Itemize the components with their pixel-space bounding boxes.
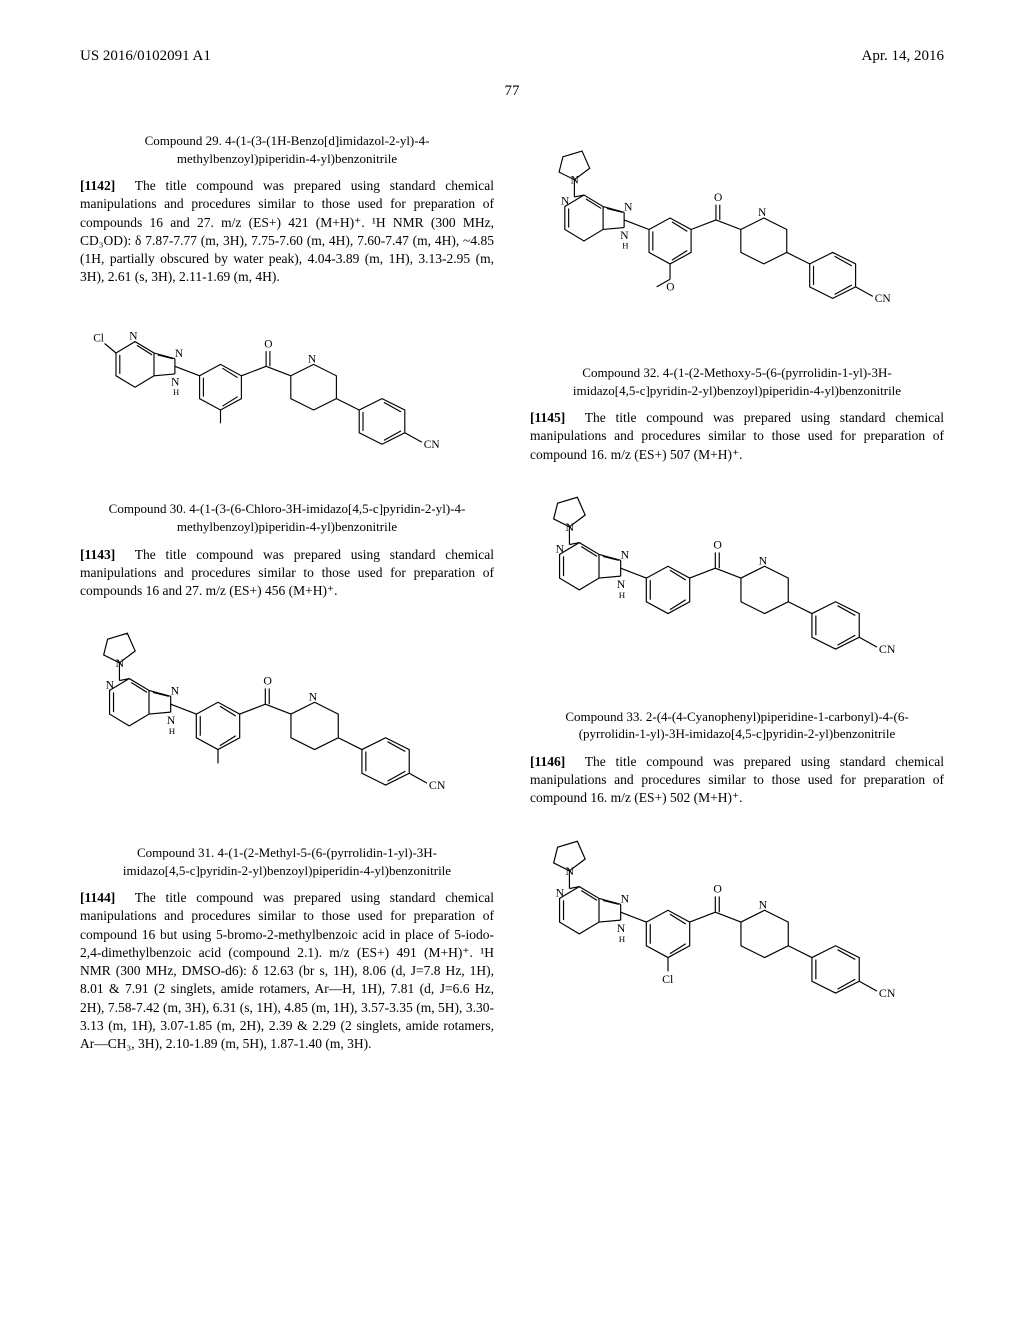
compound-32-text: The title compound was prepared using st… — [530, 410, 944, 461]
n-label: N — [759, 897, 768, 911]
compound-30-structure: Cl N N N H O N CN — [80, 296, 494, 486]
cn-label: CN — [424, 439, 440, 451]
n-label: N — [171, 684, 180, 698]
n-label: N — [621, 547, 630, 561]
h-label: H — [622, 241, 628, 251]
o-label: O — [264, 339, 272, 351]
patent-date: Apr. 14, 2016 — [862, 48, 945, 65]
n-label: N — [565, 520, 574, 534]
compound-30-paragraph: [1143] The title compound was prepared u… — [80, 546, 494, 601]
compound-30-text: The title compound was prepared using st… — [80, 547, 494, 598]
compound-33-structure: N N N N H O N CN — [530, 474, 944, 694]
right-column: N N N N H O O N CN Compound 32. 4-(1-(2-… — [530, 122, 944, 1063]
h-label: H — [619, 933, 626, 943]
compound-30-title: Compound 30. 4-(1-(3-(6-Chloro-3H-imidaz… — [107, 500, 467, 535]
compound-32-structure: N N N N H O O N CN — [530, 130, 944, 350]
compound-29-title: Compound 29. 4-(1-(3-(1H-Benzo[d]imidazo… — [107, 132, 467, 167]
compound-33-paragraph: [1146] The title compound was prepared u… — [530, 753, 944, 808]
o-label: O — [666, 282, 674, 294]
h-label: H — [173, 387, 179, 397]
compound-32-title: Compound 32. 4-(1-(2-Methoxy-5-(6-(pyrro… — [557, 364, 917, 399]
cn-label: CN — [875, 293, 892, 305]
cl-label: Cl — [662, 972, 674, 986]
compound-33-text: The title compound was prepared using st… — [530, 754, 944, 805]
left-column: Compound 29. 4-(1-(3-(1H-Benzo[d]imidazo… — [80, 122, 494, 1063]
n-label: N — [309, 689, 318, 703]
n-label: N — [758, 207, 767, 219]
n-label: N — [759, 553, 768, 567]
n-label: N — [624, 201, 633, 213]
para-num-1146: [1146] — [530, 754, 565, 769]
n-label: N — [556, 885, 565, 899]
cl-label: Cl — [93, 333, 104, 345]
n-label: N — [175, 348, 183, 360]
h-label: H — [619, 590, 626, 600]
compound-29-text: The title compound was prepared using st… — [80, 178, 494, 284]
n-label: N — [129, 331, 137, 343]
n-label: N — [106, 678, 115, 692]
cn-label: CN — [429, 778, 446, 792]
o-label: O — [263, 674, 272, 688]
compound-29-paragraph: [1142] The title compound was prepared u… — [80, 177, 494, 286]
n-label: N — [308, 354, 316, 366]
n-label: N — [565, 863, 574, 877]
para-num-1145: [1145] — [530, 410, 565, 425]
para-num-1142: [1142] — [80, 178, 115, 193]
o-label: O — [714, 192, 722, 204]
compound-33-title: Compound 33. 2-(4-(4-Cyanophenyl)piperid… — [557, 708, 917, 743]
compound-31-structure: N N N N H O N CN — [80, 610, 494, 830]
n-label: N — [571, 175, 580, 187]
compound-31-paragraph: [1144] The title compound was prepared u… — [80, 889, 494, 1053]
compound-34-structure: N N N N H Cl O N CN — [530, 818, 944, 1038]
cn-label: CN — [879, 986, 896, 1000]
content-columns: Compound 29. 4-(1-(3-(1H-Benzo[d]imidazo… — [80, 122, 944, 1063]
page-number: 77 — [80, 83, 944, 100]
cn-label: CN — [879, 642, 896, 656]
n-label: N — [115, 656, 124, 670]
n-label: N — [621, 891, 630, 905]
para-num-1143: [1143] — [80, 547, 115, 562]
n-label: N — [561, 196, 570, 208]
page-header: US 2016/0102091 A1 Apr. 14, 2016 — [80, 48, 944, 65]
o-label: O — [713, 537, 722, 551]
compound-31-title: Compound 31. 4-(1-(2-Methyl-5-(6-(pyrrol… — [107, 844, 467, 879]
compound-31-text: The title compound was prepared using st… — [80, 890, 494, 1051]
n-label: N — [556, 541, 565, 555]
o-label: O — [713, 881, 722, 895]
compound-32-paragraph: [1145] The title compound was prepared u… — [530, 409, 944, 464]
patent-number: US 2016/0102091 A1 — [80, 48, 211, 65]
h-label: H — [169, 726, 176, 736]
para-num-1144: [1144] — [80, 890, 115, 905]
